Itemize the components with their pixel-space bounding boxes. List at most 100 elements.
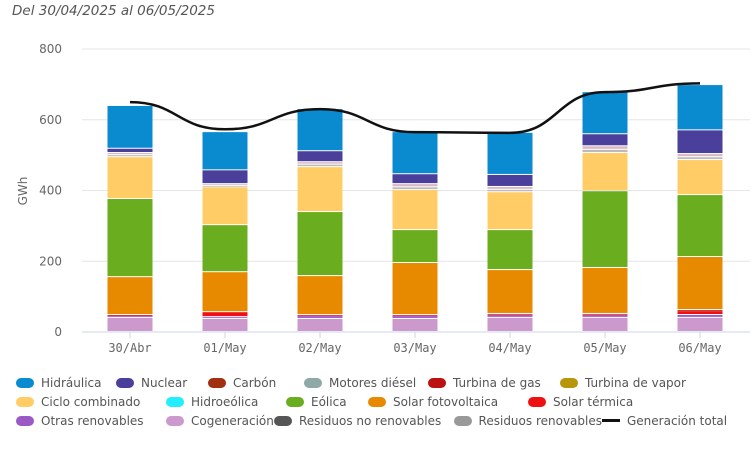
bar-segment[interactable] [297, 318, 343, 331]
x-axis: 30/Abr 01/May 02/May 03/May 04/May 05/May 06/M… [108, 332, 722, 355]
bar-segment[interactable] [677, 317, 723, 331]
bar-segment[interactable] [677, 157, 723, 160]
bar-segment[interactable] [107, 155, 153, 157]
bar-segment[interactable] [582, 315, 628, 317]
bar-segment[interactable] [677, 160, 723, 195]
bar-segment[interactable] [582, 191, 628, 267]
bar-segment[interactable] [677, 154, 723, 157]
bar-segment[interactable] [297, 316, 343, 318]
bar-segment[interactable] [487, 189, 533, 192]
bar-segment[interactable] [487, 315, 533, 317]
y-tick-label: 400 [39, 184, 62, 198]
legend-item[interactable]: Turbina de gas [428, 374, 560, 391]
bar-segment[interactable] [202, 318, 248, 331]
bar-segment[interactable] [392, 174, 438, 184]
legend-item[interactable]: Carbón [208, 374, 304, 391]
legend-item[interactable]: Hidroeólica [166, 393, 286, 410]
bar-segment[interactable] [202, 317, 248, 318]
legend-item[interactable]: Motores diésel [304, 374, 428, 391]
legend-item[interactable]: Cogeneración [166, 412, 274, 429]
bar-segment[interactable] [202, 185, 248, 187]
bar-stack [202, 132, 248, 331]
bar-segment[interactable] [487, 270, 533, 313]
bar-segment[interactable] [202, 225, 248, 272]
legend-item[interactable]: Hidráulica [16, 374, 116, 391]
bar-segment[interactable] [392, 315, 438, 316]
bar-segment[interactable] [202, 184, 248, 185]
bar-segment[interactable] [677, 310, 723, 311]
bar-segment[interactable] [297, 164, 343, 167]
bar-segment[interactable] [677, 315, 723, 317]
bar-segment[interactable] [297, 162, 343, 164]
bar-segment[interactable] [297, 212, 343, 276]
bar-segment[interactable] [202, 187, 248, 225]
bar-segment[interactable] [202, 132, 248, 170]
bar-segment[interactable] [582, 149, 628, 153]
date-range-subtitle: Del 30/04/2025 al 06/05/2025 [12, 3, 215, 19]
bar-segment[interactable] [107, 198, 153, 277]
bar-segment[interactable] [107, 277, 153, 315]
bar-segment[interactable] [297, 109, 343, 151]
y-axis-ticks: 0 200 400 600 800 [39, 42, 62, 339]
bar-segment[interactable] [107, 148, 153, 153]
bar-segment[interactable] [297, 315, 343, 316]
bar-segment[interactable] [297, 167, 343, 212]
bar-segment[interactable] [202, 272, 248, 312]
bar-segment[interactable] [202, 312, 248, 317]
bar-segment[interactable] [582, 146, 628, 149]
legend-item[interactable]: Generación total [602, 412, 742, 429]
bar-segment[interactable] [487, 313, 533, 315]
bar-segment[interactable] [582, 153, 628, 191]
bar-segment[interactable] [392, 187, 438, 190]
bar-segment[interactable] [487, 192, 533, 230]
bar-segment[interactable] [392, 184, 438, 187]
bar-segment[interactable] [202, 170, 248, 184]
bar-segment[interactable] [677, 130, 723, 154]
bar-segment[interactable] [107, 315, 153, 317]
bar-segment[interactable] [392, 316, 438, 318]
bar-segment[interactable] [107, 157, 153, 198]
bar-segment[interactable] [107, 105, 153, 148]
x-tick-label: 01/May [203, 341, 246, 355]
bar-segment[interactable] [677, 85, 723, 130]
bar-segment[interactable] [582, 317, 628, 331]
bar-segment[interactable] [582, 267, 628, 313]
legend-item[interactable]: Solar fotovoltaica [368, 393, 528, 410]
bar-segment[interactable] [107, 317, 153, 331]
legend-label: Turbina de gas [453, 375, 541, 390]
legend-item[interactable]: Residuos no renovables [274, 412, 454, 429]
bar-segment[interactable] [487, 174, 533, 186]
total-generation-line[interactable] [129, 82, 701, 135]
bar-segment[interactable] [487, 230, 533, 270]
bar-segment[interactable] [582, 313, 628, 315]
bar-segment[interactable] [392, 190, 438, 230]
bar-segment[interactable] [677, 257, 723, 310]
bar-segment[interactable] [297, 276, 343, 315]
bar-segment[interactable] [582, 92, 628, 134]
bar-segment[interactable] [677, 311, 723, 315]
bar-segment[interactable] [392, 132, 438, 174]
legend-item[interactable]: Nuclear [116, 374, 208, 391]
bar-segment[interactable] [487, 132, 533, 174]
legend-label: Ciclo combinado [41, 394, 141, 409]
x-tick-label: 30/Abr [108, 341, 151, 355]
bar-segment[interactable] [487, 186, 533, 189]
bar-segment[interactable] [392, 263, 438, 315]
bar-segment[interactable] [107, 315, 153, 316]
bar-segment[interactable] [392, 318, 438, 331]
legend-swatch-icon [16, 377, 34, 388]
legend-item[interactable]: Solar térmica [528, 393, 658, 410]
legend-item[interactable]: Residuos renovables [454, 412, 602, 429]
bar-segment[interactable] [677, 195, 723, 257]
legend-item[interactable]: Otras renovables [16, 412, 166, 429]
bar-segment[interactable] [107, 153, 153, 155]
legend-item[interactable]: Eólica [286, 393, 368, 410]
legend-item[interactable]: Turbina de vapor [560, 374, 710, 391]
legend-swatch-icon [304, 377, 322, 388]
bar-segment[interactable] [582, 134, 628, 146]
legend-item[interactable]: Ciclo combinado [16, 393, 166, 410]
bar-segment[interactable] [487, 317, 533, 331]
y-tick-label: 0 [54, 325, 62, 339]
bar-segment[interactable] [297, 151, 343, 162]
bar-segment[interactable] [392, 230, 438, 263]
